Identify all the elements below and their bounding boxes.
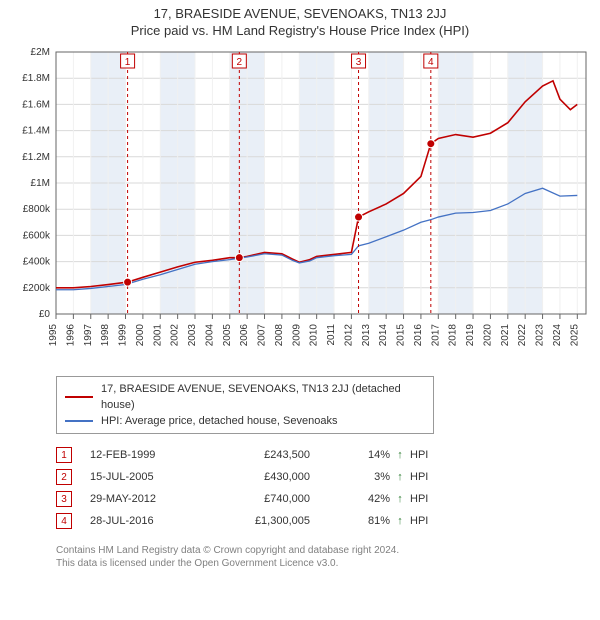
svg-text:£1M: £1M — [31, 178, 50, 189]
transaction-pct: 14% — [340, 449, 390, 461]
arrow-up-icon: ↑ — [390, 449, 410, 461]
svg-text:2001: 2001 — [152, 324, 163, 347]
svg-text:2019: 2019 — [465, 324, 476, 347]
transaction-date: 15-JUL-2005 — [90, 471, 200, 483]
legend-item: HPI: Average price, detached house, Seve… — [65, 413, 425, 429]
transaction-row: 1 12-FEB-1999£243,50014%↑HPI — [56, 444, 600, 466]
chart-title-block: 17, BRAESIDE AVENUE, SEVENOAKS, TN13 2JJ… — [0, 0, 600, 38]
svg-text:2015: 2015 — [396, 324, 407, 347]
transaction-vs-hpi: HPI — [410, 449, 450, 461]
svg-text:2010: 2010 — [309, 324, 320, 347]
arrow-up-icon: ↑ — [390, 493, 410, 505]
svg-text:1997: 1997 — [83, 324, 94, 347]
svg-text:2007: 2007 — [257, 324, 268, 347]
svg-text:2000: 2000 — [135, 324, 146, 347]
transaction-price: £1,300,005 — [200, 515, 340, 527]
transaction-row: 2 15-JUL-2005£430,0003%↑HPI — [56, 466, 600, 488]
svg-text:2003: 2003 — [187, 324, 198, 347]
svg-text:2016: 2016 — [413, 324, 424, 347]
legend: 17, BRAESIDE AVENUE, SEVENOAKS, TN13 2JJ… — [56, 376, 434, 434]
transaction-price: £740,000 — [200, 493, 340, 505]
svg-text:£0: £0 — [39, 309, 51, 320]
arrow-up-icon: ↑ — [390, 515, 410, 527]
legend-label: 17, BRAESIDE AVENUE, SEVENOAKS, TN13 2JJ… — [101, 381, 425, 413]
svg-text:£600k: £600k — [23, 230, 51, 241]
svg-text:2020: 2020 — [482, 324, 493, 347]
svg-text:£800k: £800k — [23, 204, 51, 215]
svg-text:1998: 1998 — [100, 324, 111, 347]
svg-text:2: 2 — [237, 57, 243, 68]
chart-title-address: 17, BRAESIDE AVENUE, SEVENOAKS, TN13 2JJ — [0, 6, 600, 21]
svg-text:2025: 2025 — [569, 324, 580, 347]
transaction-date: 29-MAY-2012 — [90, 493, 200, 505]
transaction-date: 12-FEB-1999 — [90, 449, 200, 461]
svg-text:2023: 2023 — [535, 324, 546, 347]
svg-text:£400k: £400k — [23, 257, 51, 268]
svg-text:2024: 2024 — [552, 324, 563, 347]
transaction-marker-number: 3 — [56, 491, 72, 507]
footer-line-1: Contains HM Land Registry data © Crown c… — [56, 544, 556, 557]
transaction-row: 3 29-MAY-2012£740,00042%↑HPI — [56, 488, 600, 510]
legend-swatch — [65, 420, 93, 422]
svg-text:£200k: £200k — [23, 283, 51, 294]
transaction-price: £243,500 — [200, 449, 340, 461]
svg-text:2011: 2011 — [326, 324, 337, 346]
chart-title-subtitle: Price paid vs. HM Land Registry's House … — [0, 23, 600, 38]
svg-text:£1.6M: £1.6M — [22, 99, 50, 110]
transaction-date: 28-JUL-2016 — [90, 515, 200, 527]
transactions-table: 112-FEB-1999£243,50014%↑HPI215-JUL-2005£… — [56, 444, 600, 532]
svg-text:2018: 2018 — [448, 324, 459, 347]
footer-line-2: This data is licensed under the Open Gov… — [56, 557, 556, 570]
svg-text:4: 4 — [428, 57, 434, 68]
svg-text:2014: 2014 — [378, 324, 389, 347]
footer-attribution: Contains HM Land Registry data © Crown c… — [56, 544, 556, 570]
transaction-vs-hpi: HPI — [410, 515, 450, 527]
svg-text:2017: 2017 — [430, 324, 441, 347]
svg-text:2021: 2021 — [500, 324, 511, 347]
svg-text:2002: 2002 — [170, 324, 181, 347]
arrow-up-icon: ↑ — [390, 471, 410, 483]
svg-text:1999: 1999 — [118, 324, 129, 347]
transaction-marker-number: 2 — [56, 469, 72, 485]
svg-text:1: 1 — [125, 57, 131, 68]
transaction-row: 4 28-JUL-2016£1,300,00581%↑HPI — [56, 510, 600, 532]
transaction-pct: 42% — [340, 493, 390, 505]
transaction-pct: 3% — [340, 471, 390, 483]
transaction-vs-hpi: HPI — [410, 471, 450, 483]
svg-text:2006: 2006 — [239, 324, 250, 347]
svg-text:2004: 2004 — [204, 324, 215, 347]
transaction-marker-number: 4 — [56, 513, 72, 529]
svg-text:3: 3 — [356, 57, 362, 68]
svg-text:1995: 1995 — [48, 324, 59, 347]
transaction-pct: 81% — [340, 515, 390, 527]
svg-text:1996: 1996 — [65, 324, 76, 347]
chart-container: £0 £200k £400k £600k £800k £1M £1.2M £1.4M £1.6M… — [0, 38, 600, 368]
svg-text:2009: 2009 — [291, 324, 302, 347]
svg-text:£1.4M: £1.4M — [22, 126, 50, 137]
transaction-marker-number: 1 — [56, 447, 72, 463]
transaction-vs-hpi: HPI — [410, 493, 450, 505]
legend-label: HPI: Average price, detached house, Seve… — [101, 413, 337, 429]
legend-item: 17, BRAESIDE AVENUE, SEVENOAKS, TN13 2JJ… — [65, 381, 425, 413]
svg-text:2022: 2022 — [517, 324, 528, 347]
svg-text:2005: 2005 — [222, 324, 233, 347]
svg-text:£1.8M: £1.8M — [22, 73, 50, 84]
svg-text:£2M: £2M — [31, 47, 50, 58]
legend-swatch — [65, 396, 93, 398]
svg-text:2008: 2008 — [274, 324, 285, 347]
svg-text:£1.2M: £1.2M — [22, 152, 50, 163]
transaction-price: £430,000 — [200, 471, 340, 483]
svg-text:2013: 2013 — [361, 324, 372, 347]
svg-text:2012: 2012 — [343, 324, 354, 347]
price-chart: £0 £200k £400k £600k £800k £1M £1.2M £1.4M £1.6M… — [0, 38, 600, 368]
